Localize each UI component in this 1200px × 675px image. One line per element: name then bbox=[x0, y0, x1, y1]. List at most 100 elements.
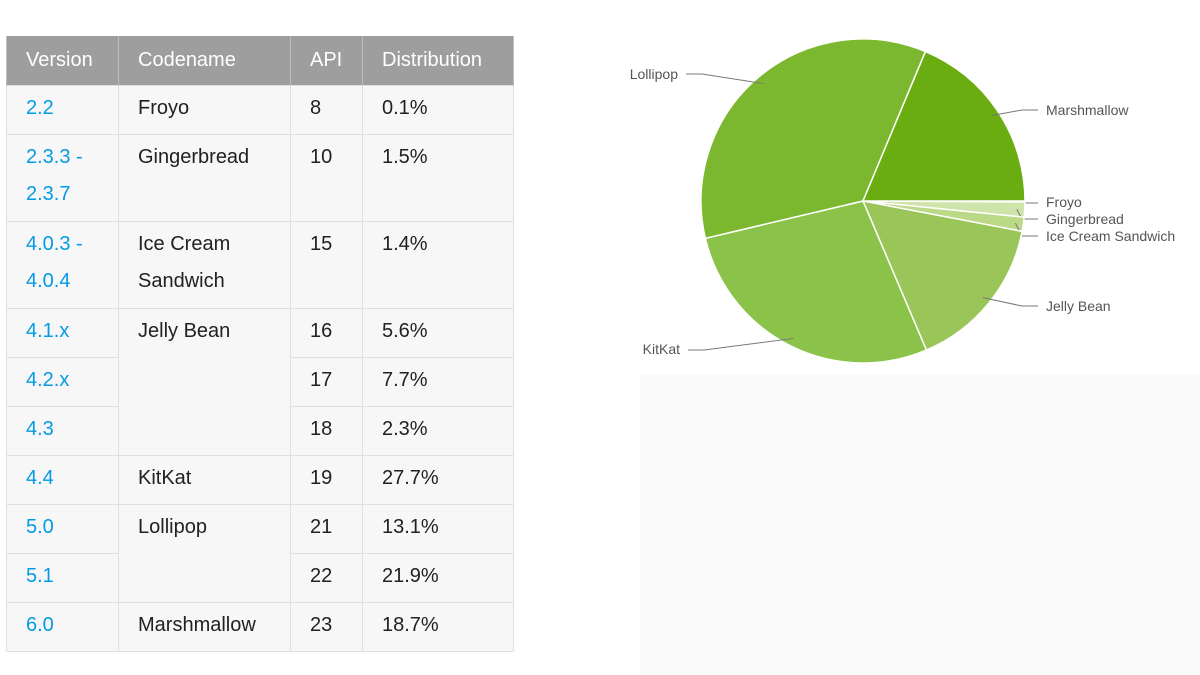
api-text: 22 bbox=[310, 565, 333, 587]
codename-text: Ice Cream bbox=[138, 233, 231, 255]
table-row: 4.4 KitKat 19 27.7% bbox=[6, 455, 514, 505]
table-row: 4.0.3 - 4.0.4 Ice Cream Sandwich 15 1.4% bbox=[6, 221, 514, 309]
codename-cell: Lollipop bbox=[118, 504, 291, 603]
api-cell: 17 bbox=[290, 357, 363, 407]
table-row: 2.3.3 - 2.3.7 Gingerbread 10 1.5% bbox=[6, 134, 514, 222]
api-text: 15 bbox=[310, 233, 333, 255]
version-text[interactable]: 2.3.7 bbox=[26, 183, 71, 205]
api-text: 10 bbox=[310, 146, 333, 168]
version-text[interactable]: 4.3 bbox=[26, 418, 54, 440]
background-shade bbox=[640, 375, 1200, 675]
version-text[interactable]: 4.1.x bbox=[26, 320, 70, 342]
distribution-cell: 13.1% bbox=[362, 504, 514, 554]
pie-label: Marshmallow bbox=[1046, 102, 1129, 118]
distribution-text: 13.1% bbox=[382, 516, 439, 538]
codename-cell: Marshmallow bbox=[118, 602, 291, 652]
version-text[interactable]: 2.2 bbox=[26, 97, 54, 119]
api-cell: 10 bbox=[290, 134, 363, 222]
version-text[interactable]: 6.0 bbox=[26, 614, 54, 636]
version-text[interactable]: 4.2.x bbox=[26, 369, 70, 391]
distribution-text: 7.7% bbox=[382, 369, 428, 391]
version-link[interactable]: 4.1.x bbox=[6, 308, 119, 358]
api-cell: 23 bbox=[290, 602, 363, 652]
api-text: 18 bbox=[310, 418, 333, 440]
version-text[interactable]: 5.0 bbox=[26, 516, 54, 538]
distribution-cell: 1.4% bbox=[362, 221, 514, 309]
distribution-text: 1.5% bbox=[382, 146, 428, 168]
distribution-cell: 21.9% bbox=[362, 553, 514, 603]
codename-text: Lollipop bbox=[138, 516, 207, 538]
api-text: 17 bbox=[310, 369, 333, 391]
table-row: 2.2 Froyo 8 0.1% bbox=[6, 85, 514, 135]
table-row: 4.2.x 17 7.7% bbox=[6, 357, 514, 407]
table-row: 6.0 Marshmallow 23 18.7% bbox=[6, 602, 514, 652]
codename-text: Jelly Bean bbox=[138, 320, 231, 342]
distribution-text: 27.7% bbox=[382, 467, 439, 489]
distribution-cell: 5.6% bbox=[362, 308, 514, 358]
header-distribution: Distribution bbox=[362, 36, 514, 86]
header-codename: Codename bbox=[118, 36, 291, 86]
api-text: 23 bbox=[310, 614, 333, 636]
header-api: API bbox=[290, 36, 363, 86]
codename-text: Froyo bbox=[138, 97, 190, 119]
version-text[interactable]: 2.3.3 - bbox=[26, 146, 83, 168]
pie-label: Jelly Bean bbox=[1046, 298, 1111, 314]
version-link[interactable]: 6.0 bbox=[6, 602, 119, 652]
distribution-table: Version Codename API Distribution 2.2 Fro… bbox=[6, 36, 514, 652]
table-row: 5.0 Lollipop 21 13.1% bbox=[6, 504, 514, 603]
distribution-text: 5.6% bbox=[382, 320, 428, 342]
leader-line bbox=[991, 109, 1038, 117]
distribution-cell: 2.3% bbox=[362, 406, 514, 456]
api-cell: 18 bbox=[290, 406, 363, 456]
version-link[interactable]: 5.1 bbox=[6, 553, 119, 603]
table-body: 2.2 Froyo 8 0.1% 2.3.3 - 2.3.7 Gingerbread 10 1.… bbox=[6, 85, 514, 652]
version-text[interactable]: 4.4 bbox=[26, 467, 54, 489]
version-link[interactable]: 5.0 bbox=[6, 504, 119, 554]
distribution-table-container: Version Codename API Distribution 2.2 Fro… bbox=[6, 36, 514, 652]
version-link[interactable]: 4.3 bbox=[6, 406, 119, 456]
api-cell: 16 bbox=[290, 308, 363, 358]
leader-line bbox=[688, 337, 794, 351]
pie-label: Ice Cream Sandwich bbox=[1046, 228, 1175, 244]
api-text: 21 bbox=[310, 516, 333, 538]
codename-text: KitKat bbox=[138, 467, 192, 489]
pie-label: Gingerbread bbox=[1046, 211, 1124, 227]
codename-cell: Jelly Bean bbox=[118, 308, 291, 456]
pie-slice-lollipop bbox=[700, 38, 927, 240]
codename-cell: KitKat bbox=[118, 455, 291, 505]
version-text[interactable]: 4.0.4 bbox=[26, 270, 71, 292]
distribution-cell: 27.7% bbox=[362, 455, 514, 505]
distribution-cell: 7.7% bbox=[362, 357, 514, 407]
distribution-cell: 18.7% bbox=[362, 602, 514, 652]
distribution-cell: 1.5% bbox=[362, 134, 514, 222]
distribution-cell: 0.1% bbox=[362, 85, 514, 135]
leader-line bbox=[982, 297, 1038, 307]
api-text: 16 bbox=[310, 320, 333, 342]
api-text: 19 bbox=[310, 467, 333, 489]
codename-cell: Ice Cream Sandwich bbox=[118, 221, 291, 309]
codename-text: Gingerbread bbox=[138, 146, 250, 168]
api-cell: 19 bbox=[290, 455, 363, 505]
version-link[interactable]: 2.3.3 - 2.3.7 bbox=[6, 134, 119, 222]
version-link[interactable]: 2.2 bbox=[6, 85, 119, 135]
pie-slice-kitkat bbox=[704, 200, 928, 364]
version-link[interactable]: 4.0.3 - 4.0.4 bbox=[6, 221, 119, 309]
api-cell: 15 bbox=[290, 221, 363, 309]
distribution-text: 1.4% bbox=[382, 233, 428, 255]
version-text[interactable]: 5.1 bbox=[26, 565, 54, 587]
pie-label: KitKat bbox=[643, 341, 680, 357]
version-link[interactable]: 4.2.x bbox=[6, 357, 119, 407]
api-text: 8 bbox=[310, 97, 322, 119]
version-link[interactable]: 4.4 bbox=[6, 455, 119, 505]
distribution-text: 2.3% bbox=[382, 418, 428, 440]
distribution-text: 18.7% bbox=[382, 614, 439, 636]
api-cell: 21 bbox=[290, 504, 363, 554]
distribution-text: 21.9% bbox=[382, 565, 439, 587]
api-cell: 8 bbox=[290, 85, 363, 135]
pie-chart-container: Froyo Gingerbread Ice Cream Sandwich Jelly … bbox=[600, 20, 1200, 400]
api-cell: 22 bbox=[290, 553, 363, 603]
version-text[interactable]: 4.0.3 - bbox=[26, 233, 83, 255]
leader-line bbox=[686, 73, 764, 85]
leader-line bbox=[1014, 222, 1038, 237]
